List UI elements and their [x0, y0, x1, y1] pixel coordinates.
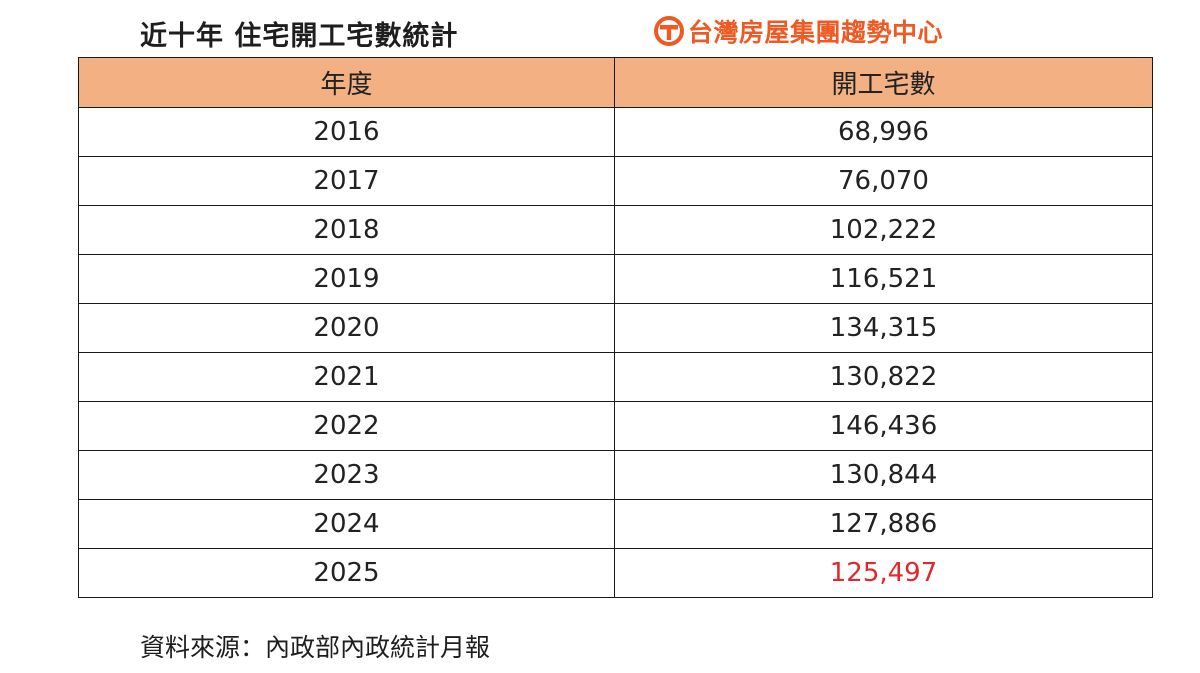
table-row: 2025 125,497 [78, 548, 1153, 598]
table-row: 2017 76,070 [78, 156, 1153, 206]
brand-name: 台灣房屋集團趨勢中心 [688, 18, 944, 47]
table-row: 2021 130,822 [78, 352, 1153, 402]
count-cell: 130,844 [614, 450, 1153, 500]
table-row: 2020 134,315 [78, 303, 1153, 353]
year-cell: 2019 [78, 254, 615, 304]
count-cell: 130,822 [614, 352, 1153, 402]
table-row: 2019 116,521 [78, 254, 1153, 304]
count-cell: 102,222 [614, 205, 1153, 255]
count-cell: 116,521 [614, 254, 1153, 304]
column-header-count: 開工宅數 [614, 57, 1153, 108]
count-cell: 127,886 [614, 499, 1153, 549]
brand-header: 台灣房屋集團趨勢中心 [654, 13, 943, 49]
housing-starts-table: 年度 開工宅數 2016 68,996 2017 76,070 2018 102… [78, 57, 1153, 598]
highlighted-count-cell: 125,497 [614, 548, 1153, 598]
table-row: 2024 127,886 [78, 499, 1153, 549]
count-cell: 76,070 [614, 156, 1153, 206]
table-row: 2018 102,222 [78, 205, 1153, 255]
source-note: 資料來源：內政部內政統計月報 [140, 633, 491, 662]
year-cell: 2025 [78, 548, 615, 598]
table-row: 2016 68,996 [78, 107, 1153, 157]
taiwan-realty-logo-icon [654, 16, 684, 46]
year-cell: 2024 [78, 499, 615, 549]
count-cell: 68,996 [614, 107, 1153, 157]
page-title: 近十年 住宅開工宅數統計 [140, 21, 459, 52]
year-cell: 2022 [78, 401, 615, 451]
table-row: 2023 130,844 [78, 450, 1153, 500]
year-cell: 2017 [78, 156, 615, 206]
year-cell: 2023 [78, 450, 615, 500]
count-cell: 134,315 [614, 303, 1153, 353]
count-cell: 146,436 [614, 401, 1153, 451]
year-cell: 2018 [78, 205, 615, 255]
table-row: 2022 146,436 [78, 401, 1153, 451]
column-header-year: 年度 [78, 57, 615, 108]
year-cell: 2020 [78, 303, 615, 353]
table-header-row: 年度 開工宅數 [78, 57, 1153, 108]
year-cell: 2021 [78, 352, 615, 402]
year-cell: 2016 [78, 107, 615, 157]
